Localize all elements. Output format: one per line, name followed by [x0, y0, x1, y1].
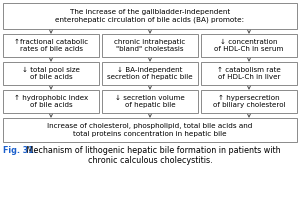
Bar — [201, 90, 297, 113]
Text: chronic intrahepatic
"bland" cholestasis: chronic intrahepatic "bland" cholestasis — [114, 39, 186, 52]
Bar — [3, 34, 99, 57]
Text: Increase of cholesterol, phospholipid, total bile acids and
total proteins conce: Increase of cholesterol, phospholipid, t… — [47, 123, 253, 137]
Bar — [201, 62, 297, 85]
Text: ↓ total pool size
of bile acids: ↓ total pool size of bile acids — [22, 67, 80, 80]
Text: Mechanism of lithogenic hepatic bile formation in patients with: Mechanism of lithogenic hepatic bile for… — [24, 146, 280, 155]
Bar — [102, 90, 198, 113]
Text: ↑ hypersecretion
of biliary cholesterol: ↑ hypersecretion of biliary cholesterol — [213, 95, 285, 108]
Text: ↓ BA-independent
secretion of hepatic bile: ↓ BA-independent secretion of hepatic bi… — [107, 67, 193, 80]
Text: ↓ secretion volume
of hepatic bile: ↓ secretion volume of hepatic bile — [115, 95, 185, 108]
Bar — [3, 118, 297, 142]
Text: ↑ catabolism rate
of HDL-Ch in liver: ↑ catabolism rate of HDL-Ch in liver — [217, 67, 281, 80]
Text: chronic calculous cholecystitis.: chronic calculous cholecystitis. — [88, 156, 212, 165]
Bar — [3, 62, 99, 85]
Text: Fig. 31.: Fig. 31. — [3, 146, 37, 155]
Bar — [3, 3, 297, 29]
Bar — [201, 34, 297, 57]
Bar — [102, 62, 198, 85]
Bar — [102, 34, 198, 57]
Text: ↑fractional catabolic
rates of bile acids: ↑fractional catabolic rates of bile acid… — [14, 39, 88, 52]
Text: The increase of the gallbladder-independent
enterohepatic circulation of bile ac: The increase of the gallbladder-independ… — [56, 9, 244, 23]
Text: ↑ hydrophobic index
of bile acids: ↑ hydrophobic index of bile acids — [14, 95, 88, 108]
Bar — [3, 90, 99, 113]
Text: ↓ concentration
of HDL-Ch in serum: ↓ concentration of HDL-Ch in serum — [214, 39, 284, 52]
